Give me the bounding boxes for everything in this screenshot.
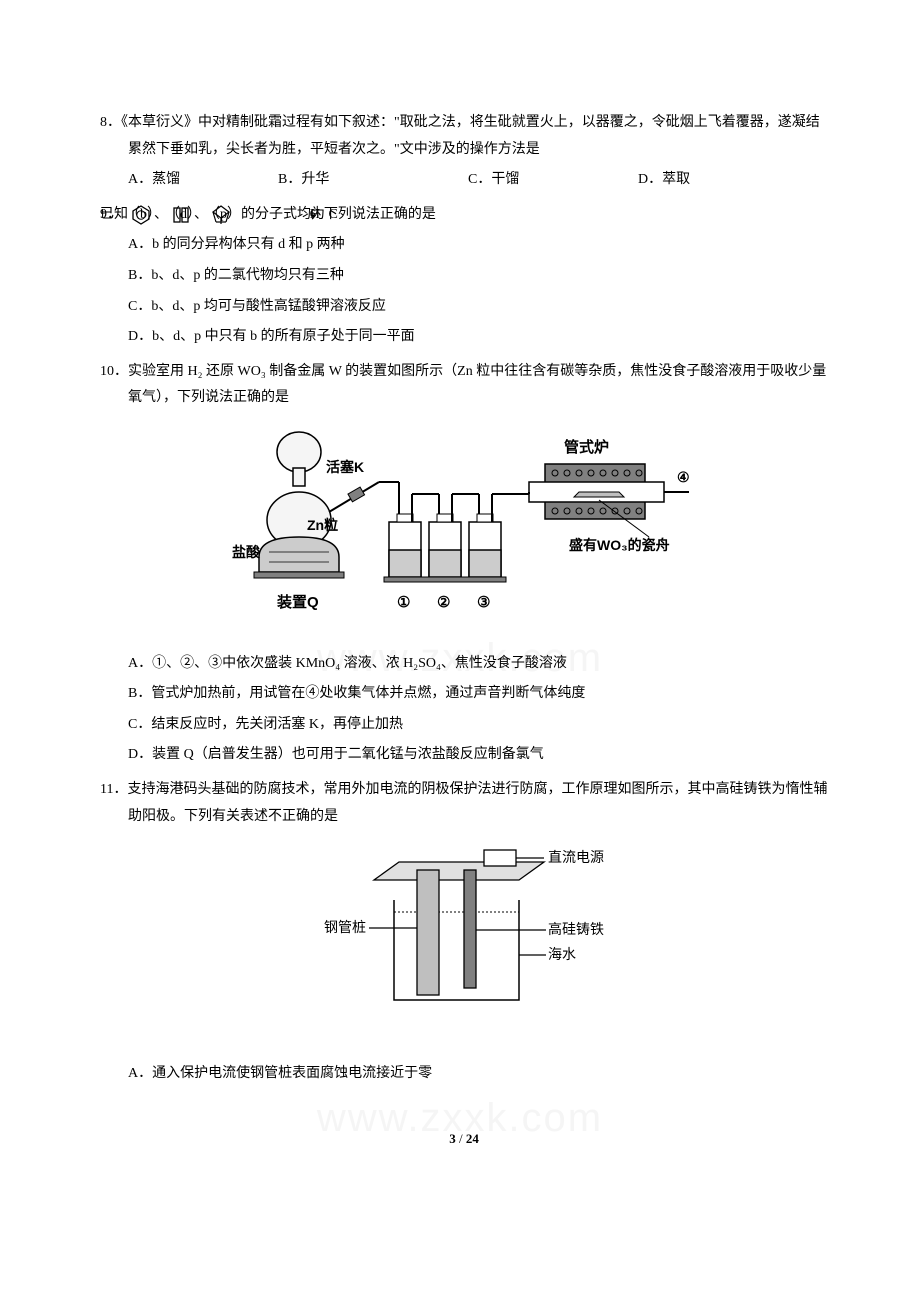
page-content: 8．《本草衍义》中对精制砒霜过程有如下叙述："取砒之法，将生砒就置火上，以器覆之… [100,110,828,1152]
q10-label-n4: ④ [677,469,690,485]
q10-stem: 10．实验室用 H₂ 还原 WO₃ 制备金属 W 的装置如图所示（Zn 粒中往往… [100,359,828,412]
q9-p3: ，下列说法正确的是 [338,202,436,229]
q11-text: 支持海港码头基础的防腐技术，常用外加电流的阴极保护法进行防腐，工作原理如图所示，… [127,782,827,824]
q11-label-pipe: 钢管桩 [324,919,366,935]
q8-option-a: A．蒸馏 [128,167,278,194]
q10-option-d: D．装置 Q（启普发生器）也可用于二氧化锰与浓盐酸反应制备氯气 [100,742,828,769]
q10-option-a: A．①、②、③中依次盛装 KMnO₄ 溶液、浓 H₂SO₄、焦性没食子酸溶液 [100,651,828,678]
q10-option-b: B．管式炉加热前，用试管在④处收集气体并点燃，通过声音判断气体纯度 [100,681,828,708]
q10-label-boat: 盛有WO₃的瓷舟 [569,537,670,553]
q8-option-d: D．萃取 [638,167,778,194]
q8-number: 8． [100,115,121,130]
q10-label-zn: Zn粒 [307,517,338,533]
q10-text: 实验室用 H₂ 还原 WO₃ 制备金属 W 的装置如图所示（Zn 粒中往往含有碳… [128,364,826,406]
wash-bottles-icon [389,494,529,577]
q9-option-b: B．b、d、p 的二氯代物均只有三种 [100,263,828,290]
question-9: 9． 已知 （b）、 （d）、 （p）的分子式均为 C6H6，下 [100,202,828,351]
q8-options: A．蒸馏 B．升华 C．干馏 D．萃取 [100,167,828,194]
q11-cathodic-protection-svg: 直流电源 钢管桩 高硅铸铁 海水 [314,840,614,1020]
q10-label-hcl: 盐酸 [232,544,261,560]
q9-option-a: A．b 的同分异构体只有 d 和 p 两种 [100,232,828,259]
q10-label-deviceQ: 装置Q [276,593,319,611]
page-total: 24 [466,1131,479,1146]
q10-option-c: C．结束反应时，先关闭活塞 K，再停止加热 [100,712,828,739]
q11-number: 11． [100,782,127,797]
q10-apparatus-svg: 管式炉 活塞K Zn粒 盐酸 装置Q ① ② ③ ④ 盛有WO₃的瓷舟 [229,422,699,632]
q9-option-d: D．b、d、p 中只有 b 的所有原子处于同一平面 [100,324,828,351]
q11-figure: 直流电源 钢管桩 高硅铸铁 海水 [100,840,828,1031]
q8-option-b: B．升华 [278,167,468,194]
q10-label-n1: ① [397,594,410,611]
q11-label-dc: 直流电源 [548,849,604,865]
q11-label-anode: 高硅铸铁 [548,921,604,937]
q11-stem: 11．支持海港码头基础的防腐技术，常用外加电流的阴极保护法进行防腐，工作原理如图… [100,777,828,830]
question-10: 10．实验室用 H₂ 还原 WO₃ 制备金属 W 的装置如图所示（Zn 粒中往往… [100,359,828,769]
question-8: 8．《本草衍义》中对精制砒霜过程有如下叙述："取砒之法，将生砒就置火上，以器覆之… [100,110,828,194]
q8-stem: 8．《本草衍义》中对精制砒霜过程有如下叙述："取砒之法，将生砒就置火上，以器覆之… [100,110,828,163]
kipp-generator-icon [254,432,399,578]
question-11: 11．支持海港码头基础的防腐技术，常用外加电流的阴极保护法进行防腐，工作原理如图… [100,777,828,1087]
q10-number: 10． [100,364,128,379]
q9-option-c: C．b、d、p 均可与酸性高锰酸钾溶液反应 [100,294,828,321]
q11-label-water: 海水 [548,946,576,962]
q9-stem: 9． 已知 （b）、 （d）、 （p）的分子式均为 C6H6，下 [100,202,828,229]
q10-label-n3: ③ [477,594,490,611]
q10-label-stopcock: 活塞K [326,459,364,475]
q8-option-c: C．干馏 [468,167,638,194]
page-separator: / [456,1131,466,1146]
q8-text: 《本草衍义》中对精制砒霜过程有如下叙述："取砒之法，将生砒就置火上，以器覆之，令… [121,115,820,157]
tube-furnace-icon [529,464,689,519]
q10-figure: 管式炉 活塞K Zn粒 盐酸 装置Q ① ② ③ ④ 盛有WO₃的瓷舟 [100,422,828,643]
q11-option-a: A．通入保护电流使钢管桩表面腐蚀电流接近于零 [100,1061,828,1088]
q10-label-n2: ② [437,594,450,611]
q10-label-furnace: 管式炉 [564,438,609,456]
page-number: 3 / 24 [100,1127,828,1152]
